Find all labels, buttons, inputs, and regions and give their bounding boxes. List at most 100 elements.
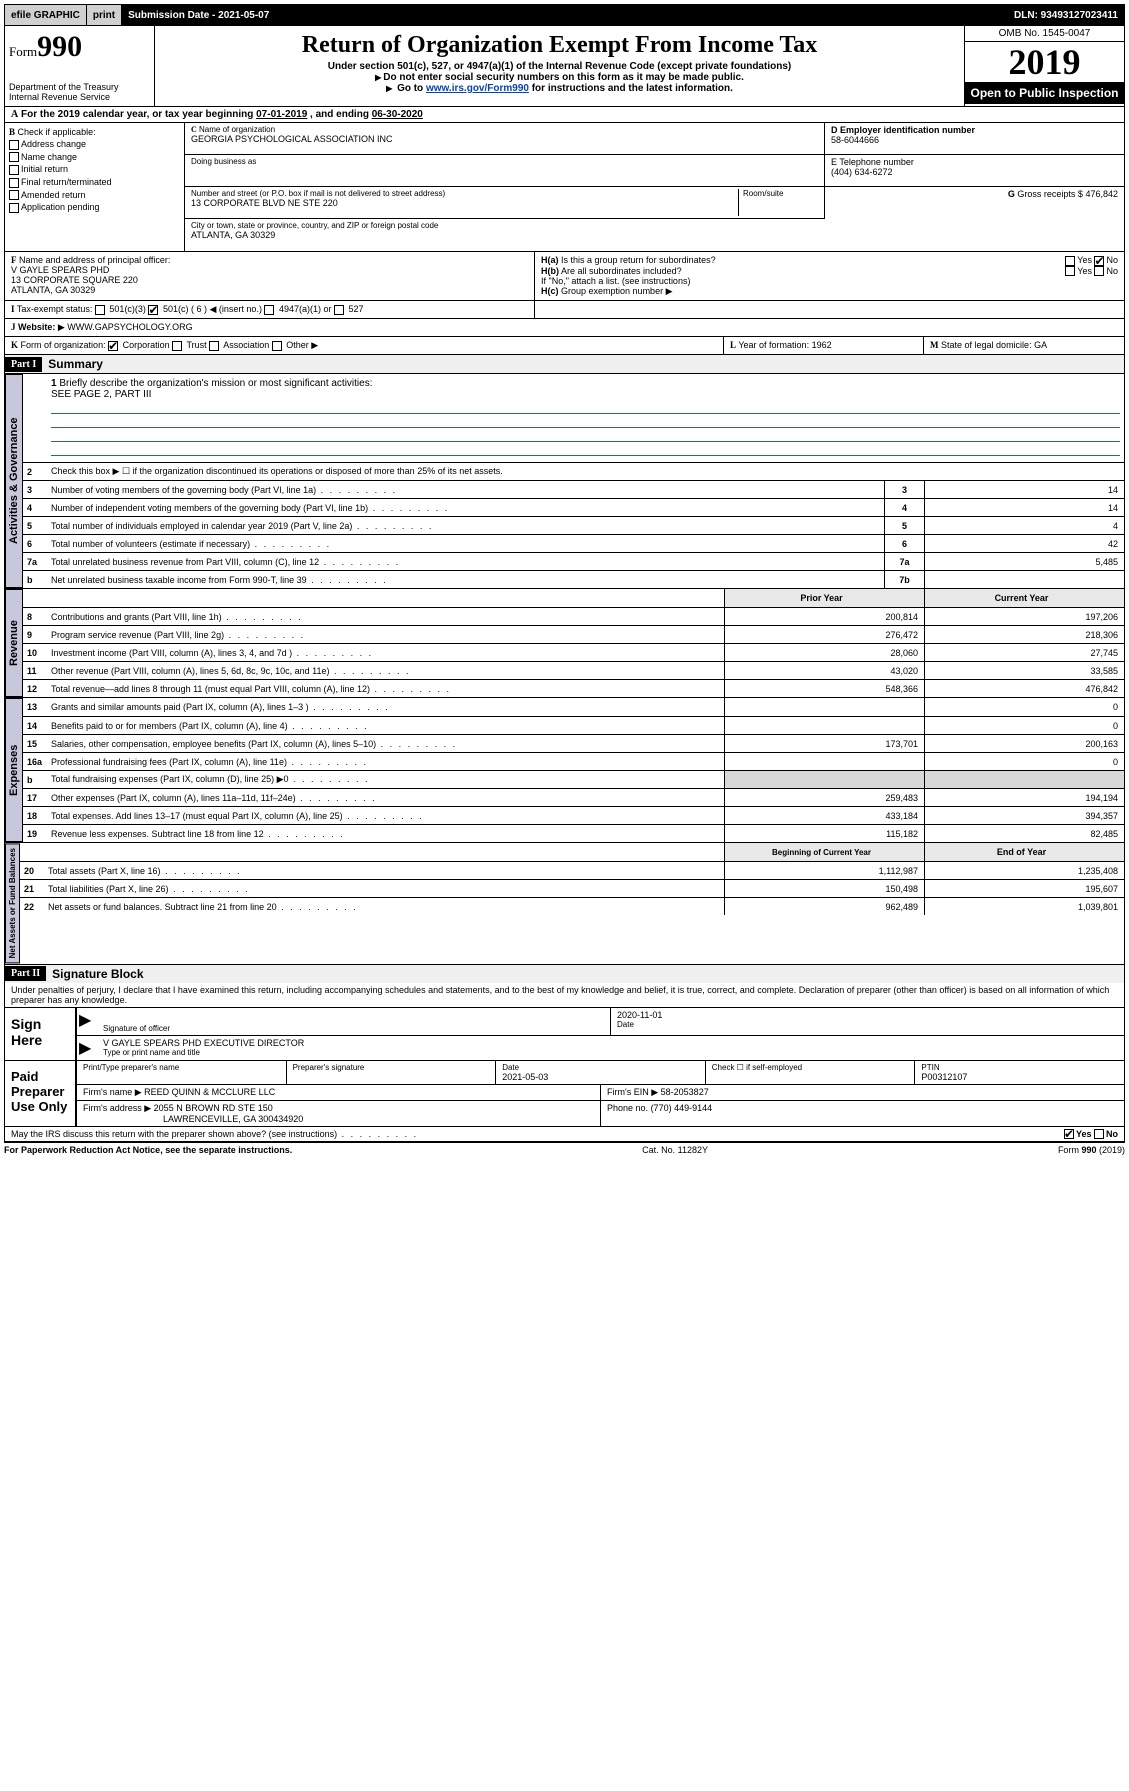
line-12-current: 476,842 [924, 680, 1124, 697]
line-21-current: 195,607 [924, 880, 1124, 897]
line-b-text: Total fundraising expenses (Part IX, col… [51, 774, 724, 785]
part1-header: Part I [5, 357, 42, 372]
line-15-prior: 173,701 [724, 735, 924, 752]
preparer-date: 2021-05-03 [502, 1072, 699, 1082]
section-i: I Tax-exempt status: 501(c)(3) 501(c) ( … [4, 301, 1125, 319]
line-b-value [924, 571, 1124, 588]
domicile: GA [1034, 340, 1047, 350]
form-name: Form990 [9, 30, 150, 64]
line-16a-text: Professional fundraising fees (Part IX, … [51, 757, 724, 767]
tab-revenue: Revenue [5, 589, 23, 697]
irs-label: Internal Revenue Service [9, 92, 150, 102]
officer-name: V GAYLE SPEARS PHD [11, 265, 109, 275]
line-21-text: Total liabilities (Part X, line 26) [48, 884, 724, 894]
e-label: E Telephone number [831, 157, 1118, 167]
form-footer: Form 990 (2019) [1058, 1145, 1125, 1155]
col-begin-year: Beginning of Current Year [724, 843, 924, 861]
line-14-current: 0 [924, 717, 1124, 734]
room-label: Room/suite [743, 189, 818, 198]
omb-number: OMB No. 1545-0047 [965, 26, 1124, 42]
line-11-current: 33,585 [924, 662, 1124, 679]
cat-number: Cat. No. 11282Y [642, 1145, 708, 1155]
cb-final-return[interactable]: Final return/terminated [9, 177, 180, 188]
line-10-prior: 28,060 [724, 644, 924, 661]
part1-title: Summary [42, 355, 109, 373]
cb-amended[interactable]: Amended return [9, 190, 180, 201]
officer-addr1: 13 CORPORATE SQUARE 220 [11, 275, 138, 285]
cb-name-change[interactable]: Name change [9, 152, 180, 163]
b-label: B [9, 127, 15, 137]
cb-address-change[interactable]: Address change [9, 139, 180, 150]
line-b-prior [724, 771, 924, 788]
form-header: Form990 Department of the Treasury Inter… [4, 26, 1125, 107]
line-6-text: Total number of volunteers (estimate if … [51, 539, 884, 549]
line-4-text: Number of independent voting members of … [51, 503, 884, 513]
org-name: GEORGIA PSYCHOLOGICAL ASSOCIATION INC [191, 134, 818, 144]
line-16a-prior [724, 753, 924, 770]
line-5-value: 4 [924, 517, 1124, 534]
line-13-current: 0 [924, 698, 1124, 716]
line-5-text: Total number of individuals employed in … [51, 521, 884, 531]
ptin: P00312107 [921, 1072, 1118, 1082]
part2-title: Signature Block [46, 965, 149, 983]
discuss-question: May the IRS discuss this return with the… [11, 1129, 1064, 1140]
line-14-text: Benefits paid to or for members (Part IX… [51, 721, 724, 731]
org-city: ATLANTA, GA 30329 [191, 230, 818, 240]
irs-link[interactable]: www.irs.gov/Form990 [426, 83, 529, 94]
pra-notice: For Paperwork Reduction Act Notice, see … [4, 1145, 292, 1155]
efile-graphic-label: efile GRAPHIC [5, 5, 87, 25]
line-18-current: 394,357 [924, 807, 1124, 824]
submission-date: Submission Date - 2021-05-07 [122, 5, 276, 25]
firm-name: REED QUINN & MCCLURE LLC [144, 1087, 275, 1097]
line-11-text: Other revenue (Part VIII, column (A), li… [51, 666, 724, 676]
line-15-text: Salaries, other compensation, employee b… [51, 739, 724, 749]
tab-activities-governance: Activities & Governance [5, 374, 23, 588]
line-7a-value: 5,485 [924, 553, 1124, 570]
line-18-text: Total expenses. Add lines 13–17 (must eq… [51, 811, 724, 821]
line-17-current: 194,194 [924, 789, 1124, 806]
paid-preparer-block: Paid Preparer Use Only Print/Type prepar… [4, 1061, 1125, 1127]
self-employed-cb[interactable]: Check ☐ if self-employed [712, 1063, 909, 1072]
jurat: Under penalties of perjury, I declare th… [5, 983, 1124, 1007]
line-17-text: Other expenses (Part IX, column (A), lin… [51, 793, 724, 803]
paid-preparer-label: Paid Preparer Use Only [5, 1061, 75, 1126]
g-label: G [1008, 189, 1015, 199]
line-18-prior: 433,184 [724, 807, 924, 824]
subtitle-2: Do not enter social security numbers on … [161, 72, 958, 83]
line-9-current: 218,306 [924, 626, 1124, 643]
subtitle-3: Go to www.irs.gov/Form990 for instructio… [161, 83, 958, 94]
line-17-prior: 259,483 [724, 789, 924, 806]
line-4-value: 14 [924, 499, 1124, 516]
section-b-g: B Check if applicable: Address change Na… [4, 123, 1125, 252]
line-19-text: Revenue less expenses. Subtract line 18 … [51, 829, 724, 839]
line-21-prior: 150,498 [724, 880, 924, 897]
line-13-prior [724, 698, 924, 716]
line-13-text: Grants and similar amounts paid (Part IX… [51, 702, 724, 712]
line-8-current: 197,206 [924, 608, 1124, 625]
col-end-year: End of Year [924, 843, 1124, 861]
line-7a-text: Total unrelated business revenue from Pa… [51, 557, 884, 567]
col-current-year: Current Year [924, 589, 1124, 607]
line-9-prior: 276,472 [724, 626, 924, 643]
year-formation: 1962 [812, 340, 832, 350]
print-button[interactable]: print [87, 5, 122, 25]
dept-treasury: Department of the Treasury [9, 82, 150, 92]
line-6-value: 42 [924, 535, 1124, 552]
mission: SEE PAGE 2, PART III [51, 389, 1120, 400]
cb-initial-return[interactable]: Initial return [9, 164, 180, 175]
line-20-current: 1,235,408 [924, 862, 1124, 879]
line-3-text: Number of voting members of the governin… [51, 485, 884, 495]
section-k-l-m: K Form of organization: Corporation Trus… [4, 337, 1125, 355]
line-22-current: 1,039,801 [924, 898, 1124, 915]
firm-ein: 58-2053827 [661, 1087, 709, 1097]
tab-expenses: Expenses [5, 698, 23, 842]
gross-receipts: 476,842 [1085, 189, 1118, 199]
col-prior-year: Prior Year [724, 589, 924, 607]
sign-here-label: Sign Here [5, 1008, 75, 1060]
cb-app-pending[interactable]: Application pending [9, 202, 180, 213]
line-12-prior: 548,366 [724, 680, 924, 697]
tab-net-assets: Net Assets or Fund Balances [5, 843, 20, 963]
dba-label: Doing business as [191, 157, 818, 166]
check-if-label: Check if applicable: [18, 127, 96, 137]
ein: 58-6044666 [831, 135, 1118, 145]
